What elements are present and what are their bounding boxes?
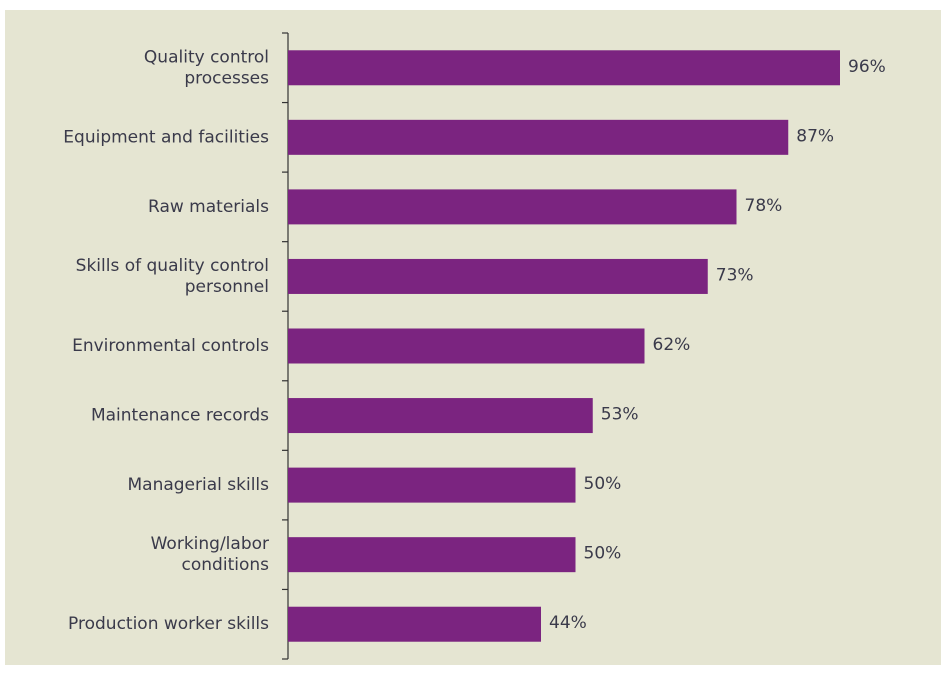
value-label: 78% [745, 196, 783, 216]
category-label: Managerial skills [127, 475, 269, 495]
value-label: 44% [549, 613, 587, 633]
bar [288, 537, 576, 573]
bar [288, 606, 541, 642]
value-label: 50% [584, 544, 622, 564]
category-label: Raw materials [148, 197, 269, 217]
category-label: conditions [182, 555, 270, 575]
value-label: 62% [653, 335, 691, 355]
category-label: Skills of quality control [76, 256, 269, 276]
bar [288, 119, 789, 155]
bar [288, 398, 593, 434]
value-label: 96% [848, 57, 886, 77]
category-label: Maintenance records [91, 406, 269, 426]
category-label: Working/labor [151, 534, 269, 554]
bar [288, 189, 737, 225]
category-label: personnel [185, 277, 269, 297]
bar [288, 258, 708, 294]
value-label: 50% [584, 474, 622, 494]
category-label: Quality control [144, 47, 269, 67]
value-label: 87% [796, 126, 834, 146]
bar [288, 50, 840, 86]
value-label: 53% [601, 405, 639, 425]
value-label: 73% [716, 265, 754, 285]
category-label: processes [184, 68, 269, 88]
bar [288, 467, 576, 503]
bar [288, 328, 645, 364]
category-label: Equipment and facilities [63, 127, 269, 147]
category-label: Environmental controls [72, 336, 269, 356]
category-label: Production worker skills [68, 614, 269, 634]
